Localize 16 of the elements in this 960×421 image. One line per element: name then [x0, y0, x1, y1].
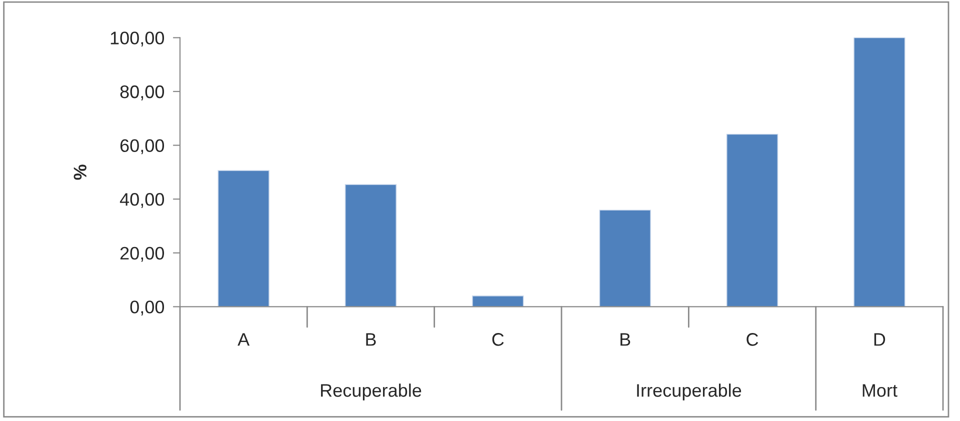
y-tick-label: 80,00 — [120, 85, 164, 100]
x-tick-label: A — [238, 333, 250, 346]
y-tick-label: 40,00 — [120, 193, 164, 208]
x-tick-label: B — [620, 333, 630, 346]
x-tick-label: C — [746, 333, 758, 346]
y-axis-title: % — [74, 164, 86, 180]
x-tick-label: C — [492, 333, 504, 346]
y-tick-label: 20,00 — [120, 246, 164, 262]
text: Mort — [862, 384, 898, 397]
y-tick-label: 0,00 — [130, 300, 164, 316]
x-tick-label: B — [366, 333, 376, 346]
y-tick-label: 60,00 — [120, 139, 164, 154]
y-tick-label: 100,00 — [110, 32, 164, 47]
text: Recuperable — [321, 384, 422, 400]
x-tick-label: D — [874, 333, 886, 346]
text: Irrecuperable — [637, 384, 742, 400]
